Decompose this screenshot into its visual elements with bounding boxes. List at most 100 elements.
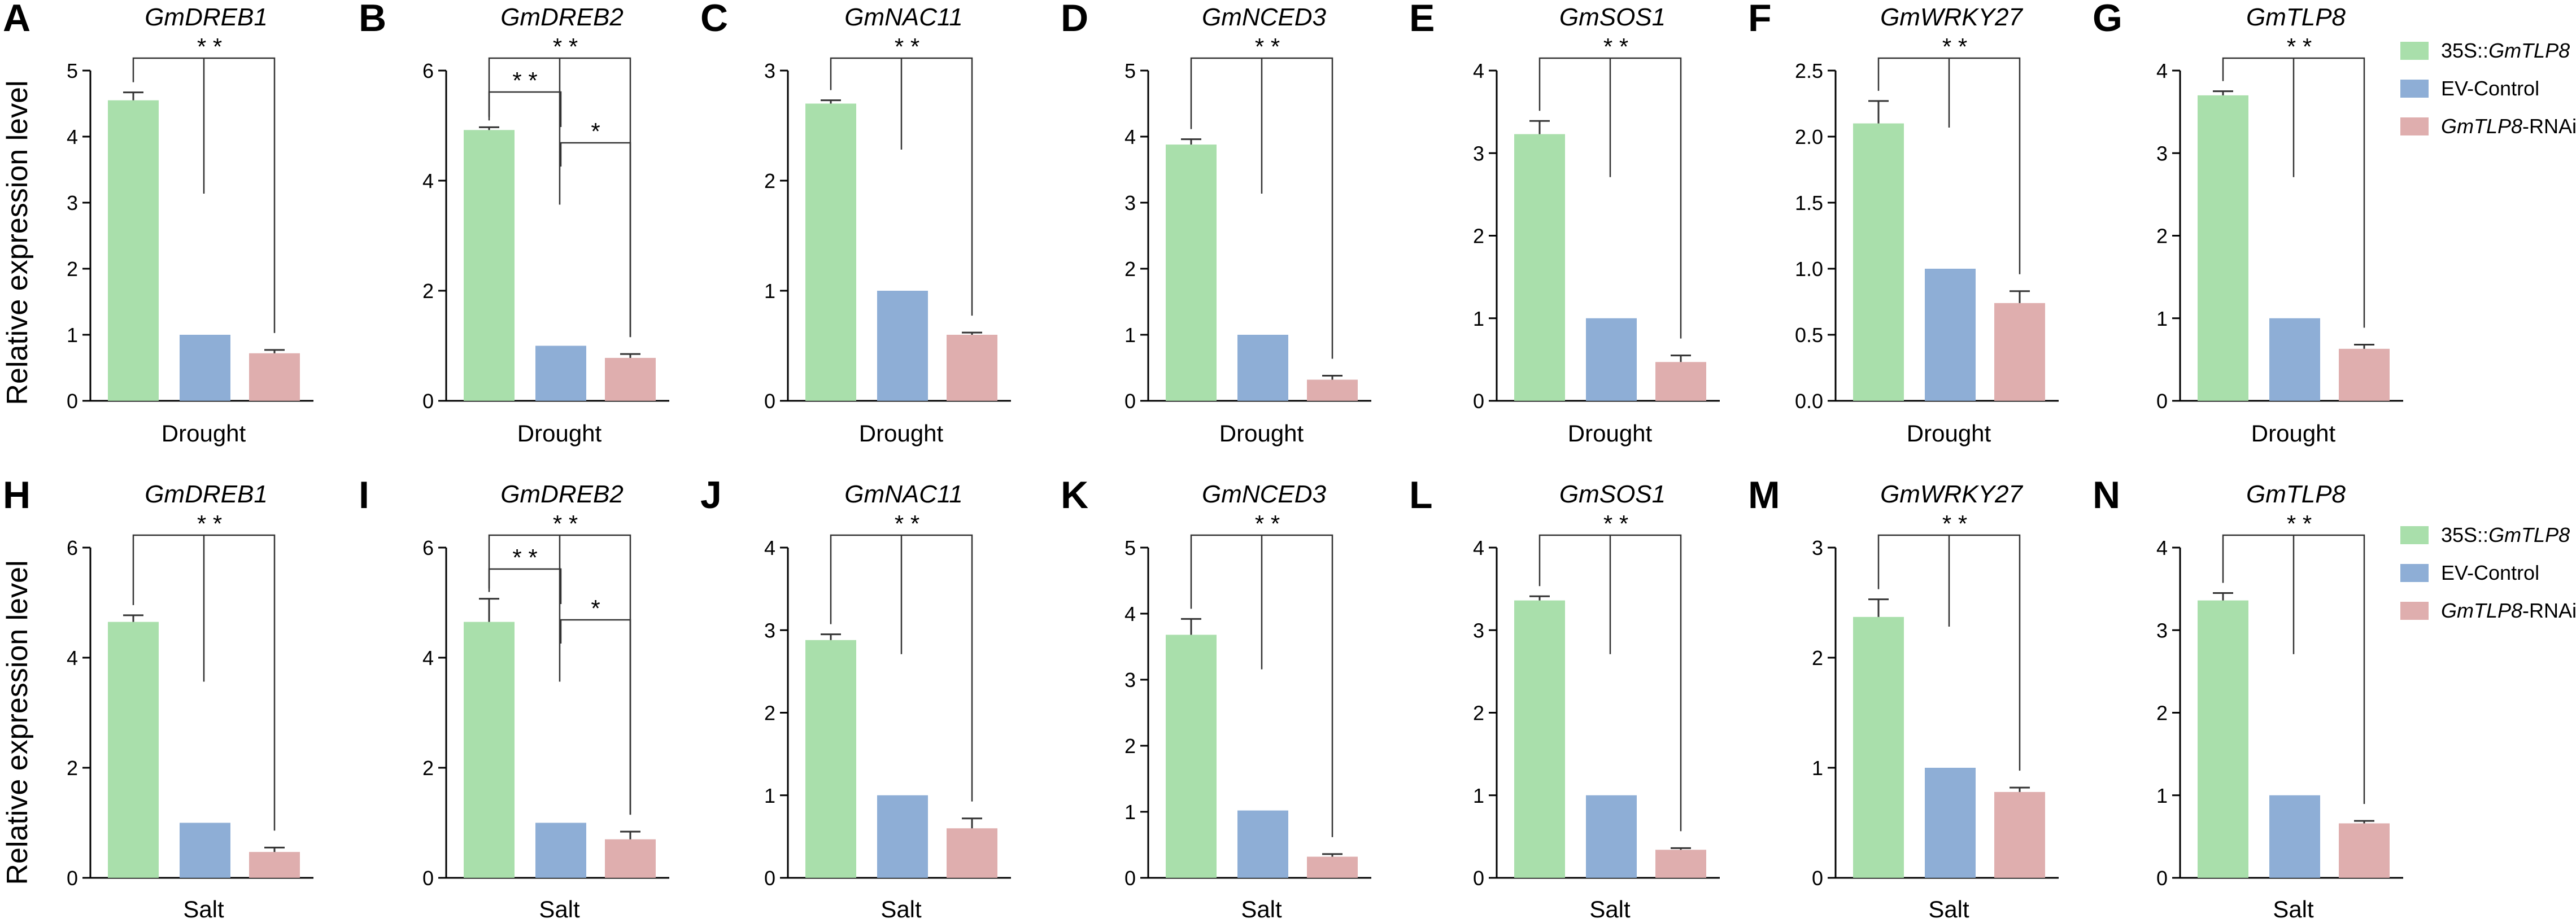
bar-ev-control [1925,269,1976,401]
panel-letter: I [359,474,369,517]
y-tick-label: 2 [764,702,775,725]
bar-gmtlp8-rnai [605,357,656,401]
legend-label: EV-Control [2441,77,2539,100]
legend-label: 35S::GmTLP8 [2441,523,2570,546]
significance-bracket [560,142,631,338]
y-tick-label: 1 [2156,784,2168,807]
bar-35s-gmtlp8 [2198,600,2248,878]
y-tick-label: 0 [67,867,78,890]
legend-swatch [2400,526,2429,544]
x-axis-label: Drought [517,420,602,447]
panel-title: GmDREB2 [500,3,624,31]
bar-35s-gmtlp8 [464,130,515,401]
panel-title: GmWRKY27 [1880,3,2023,31]
bar-ev-control [2269,318,2320,401]
bar-35s-gmtlp8 [1514,134,1565,401]
x-axis-label: Salt [539,896,580,922]
bar-ev-control [1586,318,1637,401]
legend-label: EV-Control [2441,561,2539,584]
y-tick-label: 3 [764,619,775,642]
legend-gene: GmTLP8 [2441,115,2522,138]
y-tick-label: 3 [1473,619,1484,642]
bar-35s-gmtlp8 [805,640,856,878]
y-tick-label: 5 [1124,536,1136,559]
y-tick-label: 5 [67,59,78,82]
bar-gmtlp8-rnai [947,828,997,878]
x-axis-label: Drought [162,420,246,447]
legend-suffix: -RNAi [2522,599,2576,622]
bar-ev-control [1586,795,1637,878]
y-tick-label: 2 [2156,225,2168,248]
significance-bracket [1538,57,1682,339]
panel-title: GmDREB1 [145,480,268,508]
bar-gmtlp8-rnai [947,335,997,401]
significance-bracket [1877,57,2021,274]
significance-label: * * [512,67,537,94]
y-tick-label: 2 [1812,646,1823,670]
panel-j: J GmNAC11 0 1 2 3 4 Salt * * [700,474,1011,922]
y-tick-label: 3 [2156,142,2168,165]
panel-title: GmSOS1 [1559,480,1666,508]
panel-title: GmNAC11 [844,480,962,508]
y-tick-label: 2 [1124,257,1136,281]
bar-35s-gmtlp8 [108,622,159,878]
y-tick-label: 1 [764,784,775,807]
legend-suffix: -RNAi [2522,115,2576,138]
legend-label: 35S::GmTLP8 [2441,39,2570,62]
y-tick-label: 2 [67,756,78,780]
bar-gmtlp8-rnai [605,839,656,878]
significance-bracket [488,91,562,127]
y-tick-label: 1 [1473,784,1484,807]
panel-title: GmNAC11 [844,3,962,31]
significance-bracket [488,568,562,604]
significance-label: * * [197,33,222,60]
panel-letter: F [1748,0,1772,40]
legend-gene: GmTLP8 [2441,599,2522,622]
bar-gmtlp8-rnai [1655,850,1706,878]
y-tick-label: 0 [422,390,434,413]
bar-ev-control [1925,768,1976,878]
x-axis-label: Drought [1907,420,1991,447]
significance-bracket [830,534,973,802]
significance-bracket [132,57,276,333]
significance-label: * * [2287,33,2312,60]
y-tick-label: 4 [1124,602,1136,625]
panels: A GmDREB1 0 1 2 3 4 5 Drought * * B GmDREB2 0 2 4 6 Drou… [3,0,2403,922]
significance-label: * * [1255,33,1280,60]
significance-bracket [1877,534,2021,771]
panel-title: GmNCED3 [1202,3,1327,31]
significance-bracket [1190,534,1333,837]
panel-letter: J [700,474,722,517]
legend-gene: GmTLP8 [2488,39,2570,62]
y-tick-label: 6 [422,59,434,82]
panel-h: H GmDREB1 0 2 4 6 Salt * * [3,474,313,922]
x-axis-label: Salt [881,896,922,922]
bar-gmtlp8-rnai [1994,791,2045,878]
x-axis-label: Salt [1241,896,1282,922]
panel-letter: M [1748,474,1780,517]
panel-a: A GmDREB1 0 1 2 3 4 5 Drought * * [3,0,313,447]
panel-title: GmSOS1 [1559,3,1666,31]
panel-c: C GmNAC11 0 1 2 3 Drought * * [700,0,1011,447]
bar-ev-control [1237,810,1288,878]
legend-suffix: EV-Control [2441,77,2539,100]
bar-gmtlp8-rnai [2339,823,2390,878]
bar-ev-control [180,823,230,878]
bar-35s-gmtlp8 [1166,635,1217,878]
panel-letter: A [3,0,30,40]
significance-label: * * [512,544,537,571]
y-axis-label: Relative expression level [1,80,34,405]
bar-ev-control [2269,795,2320,878]
y-tick-label: 0.0 [1795,390,1823,413]
bar-gmtlp8-rnai [1307,379,1358,401]
y-tick-label: 6 [67,536,78,559]
y-tick-label: 6 [422,536,434,559]
bar-ev-control [535,345,586,401]
y-tick-label: 1 [2156,307,2168,330]
panel-l: L GmSOS1 0 1 2 3 4 Salt * * [1409,474,1720,922]
y-tick-label: 3 [1124,191,1136,215]
panel-title: GmDREB1 [145,3,268,31]
